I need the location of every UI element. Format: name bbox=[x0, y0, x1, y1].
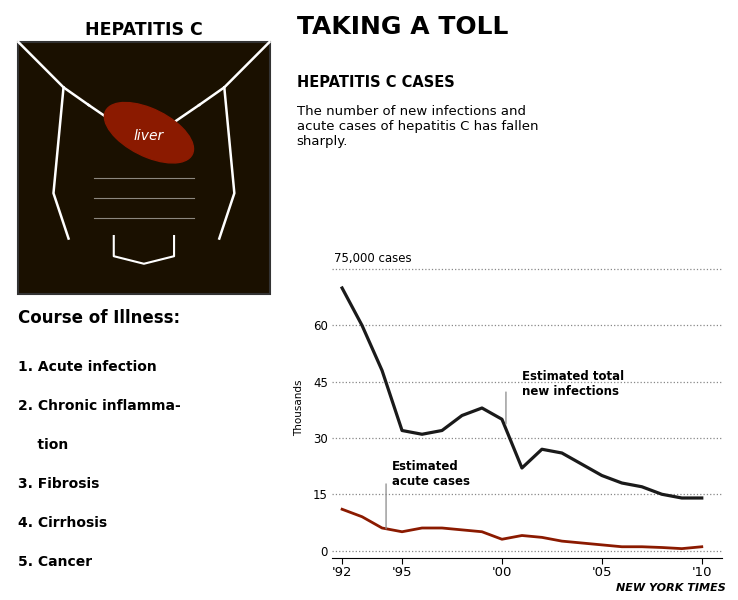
Text: 4. Cirrhosis: 4. Cirrhosis bbox=[18, 516, 108, 530]
Text: HEPATITIS C: HEPATITIS C bbox=[85, 21, 203, 39]
Ellipse shape bbox=[104, 103, 193, 163]
Text: liver: liver bbox=[134, 129, 164, 143]
Text: The number of new infections and
acute cases of hepatitis C has fallen
sharply.: The number of new infections and acute c… bbox=[297, 105, 538, 148]
Text: Estimated
acute cases: Estimated acute cases bbox=[392, 460, 470, 488]
Text: 2. Chronic inflamma-: 2. Chronic inflamma- bbox=[18, 399, 181, 413]
Text: Course of Illness:: Course of Illness: bbox=[18, 309, 180, 327]
Text: 5. Cancer: 5. Cancer bbox=[18, 555, 92, 569]
Text: NEW YORK TIMES: NEW YORK TIMES bbox=[616, 583, 726, 593]
Text: TAKING A TOLL: TAKING A TOLL bbox=[297, 15, 508, 39]
Text: Estimated total
new infections: Estimated total new infections bbox=[522, 370, 624, 398]
Text: tion: tion bbox=[18, 438, 69, 452]
Text: Thousands: Thousands bbox=[294, 380, 304, 436]
Text: HEPATITIS C CASES: HEPATITIS C CASES bbox=[297, 75, 455, 90]
FancyBboxPatch shape bbox=[18, 42, 269, 294]
Text: 3. Fibrosis: 3. Fibrosis bbox=[18, 477, 100, 491]
Text: 1. Acute infection: 1. Acute infection bbox=[18, 360, 157, 374]
Text: 75,000 cases: 75,000 cases bbox=[334, 253, 412, 265]
